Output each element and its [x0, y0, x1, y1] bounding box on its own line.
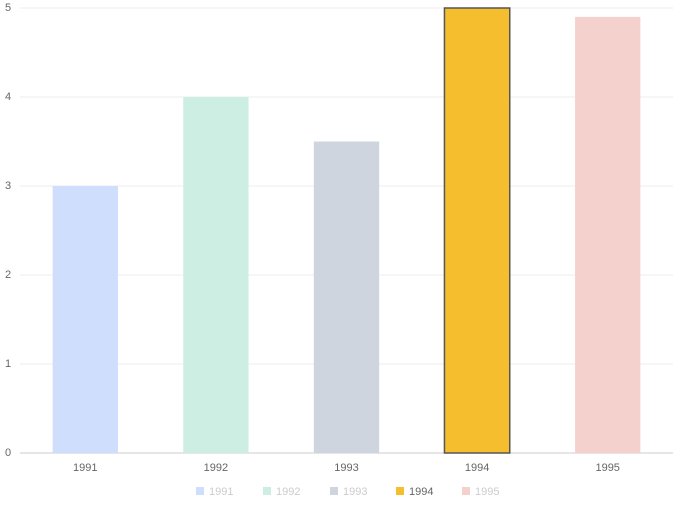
x-tick-label: 1994 [465, 462, 489, 474]
legend-marker[interactable] [196, 487, 204, 495]
legend-marker[interactable] [330, 487, 338, 495]
x-tick-label: 1992 [204, 462, 228, 474]
legend-label[interactable]: 1992 [276, 486, 300, 498]
y-tick-label: 4 [5, 91, 11, 103]
legend-marker[interactable] [396, 487, 404, 495]
y-tick-label: 2 [5, 269, 11, 281]
y-tick-label: 0 [5, 447, 11, 459]
x-tick-label: 1993 [334, 462, 358, 474]
legend-label[interactable]: 1994 [409, 486, 433, 498]
legend-label[interactable]: 1995 [475, 486, 499, 498]
bar[interactable] [313, 141, 380, 454]
bar[interactable] [575, 16, 641, 454]
legend-marker[interactable] [462, 487, 470, 495]
bar[interactable] [52, 186, 118, 453]
x-tick-label: 1995 [595, 462, 619, 474]
y-tick-label: 1 [5, 358, 11, 370]
bar[interactable] [443, 7, 511, 454]
y-tick-label: 5 [5, 2, 11, 14]
y-tick-label: 3 [5, 180, 11, 192]
x-tick-label: 1991 [73, 462, 97, 474]
legend-label[interactable]: 1991 [209, 486, 233, 498]
legend-marker[interactable] [263, 487, 271, 495]
bar[interactable] [183, 97, 249, 453]
legend-label[interactable]: 1993 [343, 486, 367, 498]
